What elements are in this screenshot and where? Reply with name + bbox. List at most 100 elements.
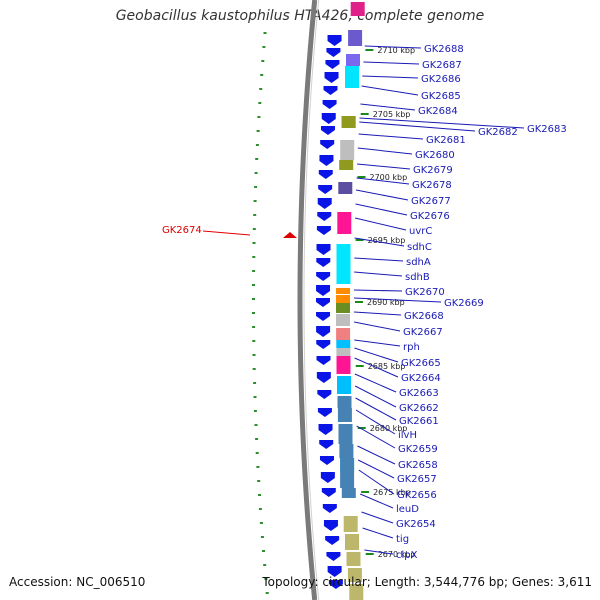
cds-arrow bbox=[319, 440, 334, 449]
gene-label: GK2667 bbox=[403, 327, 443, 338]
gene-label: clpX bbox=[396, 550, 418, 561]
cds-arrow bbox=[325, 536, 340, 545]
gene-label-connector bbox=[358, 133, 424, 140]
cds-category-block bbox=[348, 30, 363, 46]
gene-label-connector bbox=[355, 397, 397, 421]
backbone-arc bbox=[297, 0, 318, 600]
outer-ring-dot bbox=[254, 424, 258, 426]
cds-category-block bbox=[340, 458, 355, 488]
cds-arrow bbox=[318, 170, 333, 179]
gene-label: rph bbox=[403, 342, 420, 353]
cds-arrow bbox=[320, 126, 335, 135]
cds-arrow bbox=[316, 272, 331, 281]
highlight-gene-label: GK2674 bbox=[162, 225, 202, 236]
cds-arrow bbox=[316, 340, 331, 349]
gene-label-connector bbox=[362, 527, 394, 539]
gene-label: GK2679 bbox=[413, 165, 453, 176]
gene-label-connector bbox=[356, 177, 410, 185]
cds-arrow bbox=[319, 155, 334, 166]
gene-label: sdhA bbox=[406, 257, 431, 268]
cds-arrow bbox=[323, 86, 338, 95]
cds-arrow bbox=[316, 285, 331, 296]
gene-label: GK2677 bbox=[411, 196, 451, 207]
gene-label: GK2670 bbox=[405, 287, 445, 298]
cds-arrow bbox=[319, 456, 334, 465]
cds-arrow bbox=[317, 198, 332, 209]
kbp-label: 2685 kbp bbox=[368, 362, 406, 371]
cds-arrow bbox=[327, 35, 342, 46]
gene-label: sdhC bbox=[407, 242, 432, 253]
outer-ring-dot bbox=[265, 592, 269, 594]
gene-label-connector bbox=[364, 45, 422, 49]
kbp-label: 2690 kbp bbox=[367, 298, 405, 307]
cds-arrow bbox=[326, 552, 341, 561]
gene-label: GK2676 bbox=[410, 211, 450, 222]
kbp-label: 2680 kbp bbox=[370, 424, 408, 433]
cds-category-block bbox=[349, 584, 364, 600]
cds-category-block bbox=[336, 314, 350, 326]
cds-arrow bbox=[322, 100, 337, 109]
gene-label-connector bbox=[354, 321, 401, 332]
cds-category-block bbox=[336, 244, 351, 284]
cds-category-block bbox=[343, 516, 358, 532]
outer-ring-dot bbox=[262, 46, 266, 48]
gene-label: GK2659 bbox=[398, 444, 438, 455]
cds-category-block bbox=[345, 534, 359, 550]
gene-label-connector bbox=[361, 511, 394, 524]
gene-label-connector bbox=[357, 163, 411, 170]
outer-ring-dot bbox=[253, 396, 257, 398]
gene-label-connector bbox=[359, 117, 525, 129]
cds-category-block bbox=[341, 116, 356, 128]
gene-label: GK2668 bbox=[404, 311, 444, 322]
cds-arrow bbox=[316, 356, 331, 365]
cds-category-block bbox=[339, 444, 354, 458]
gene-label-connector bbox=[358, 469, 395, 495]
outer-ring-dot bbox=[260, 536, 264, 538]
gene-label: GK2669 bbox=[444, 298, 484, 309]
gene-label-connector bbox=[354, 357, 399, 378]
outer-ring-dot bbox=[252, 340, 256, 342]
cds-category-block bbox=[336, 295, 350, 303]
gene-label-connector bbox=[353, 311, 402, 316]
gene-label: GK2680 bbox=[415, 150, 455, 161]
outer-ring-dot bbox=[252, 312, 255, 314]
cds-arrow bbox=[316, 372, 331, 383]
outer-ring-dot bbox=[253, 214, 257, 216]
outer-ring-dot bbox=[263, 32, 267, 34]
gene-label: GK2656 bbox=[397, 490, 437, 501]
outer-ring-dot bbox=[256, 466, 260, 468]
cds-arrow bbox=[324, 72, 339, 83]
cds-category-block bbox=[346, 54, 360, 66]
cds-category-block bbox=[337, 396, 352, 408]
gene-label-connector bbox=[355, 409, 396, 435]
outer-ring-dot bbox=[252, 354, 256, 356]
outer-ring-dot bbox=[257, 480, 261, 482]
gene-label-connector bbox=[354, 339, 401, 347]
cds-arrow bbox=[328, 580, 343, 589]
gene-label: GK2663 bbox=[399, 388, 439, 399]
cds-arrow bbox=[321, 113, 336, 124]
outer-ring-dot bbox=[252, 270, 256, 272]
gene-label-connector bbox=[360, 103, 416, 111]
gene-label: GK2657 bbox=[397, 474, 437, 485]
cds-arrow bbox=[321, 488, 336, 497]
gene-label-connector bbox=[354, 257, 404, 262]
outer-ring-dot bbox=[264, 578, 268, 580]
outer-ring-dot bbox=[259, 522, 263, 524]
kbp-label: 2700 kbp bbox=[370, 173, 408, 182]
cds-arrow bbox=[316, 258, 331, 267]
cds-category-block bbox=[341, 488, 356, 498]
cds-category-block bbox=[336, 348, 351, 356]
gene-label: GK2682 bbox=[478, 127, 518, 138]
gene-label: sdhB bbox=[405, 272, 430, 283]
outer-ring-dot bbox=[252, 368, 256, 370]
cds-arrow bbox=[325, 60, 340, 69]
backbone-inner-arc bbox=[303, 0, 320, 600]
cds-arrow bbox=[320, 472, 335, 483]
gene-label: leuD bbox=[396, 504, 419, 515]
kbp-label: 2695 kbp bbox=[368, 236, 406, 245]
outer-ring-dot bbox=[252, 298, 255, 300]
cds-category-block bbox=[346, 552, 361, 566]
outer-ring-dot bbox=[258, 508, 262, 510]
outer-ring-dot bbox=[254, 172, 258, 174]
